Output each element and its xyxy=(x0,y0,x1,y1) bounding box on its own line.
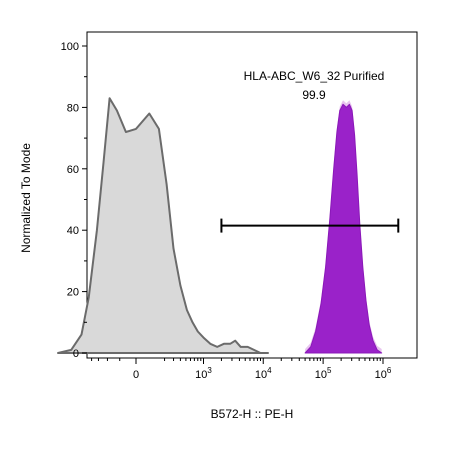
gate-layer: HLA-ABC_W6_32 Purified 99.9 xyxy=(220,69,400,233)
x-tick-label: 105 xyxy=(315,366,332,381)
series-layer xyxy=(57,97,383,354)
axis-layer: 0 20 40 60 80 100 0 103 104 105 106 xyxy=(61,41,392,381)
gate-label: HLA-ABC_W6_32 Purified xyxy=(244,69,385,83)
x-tick-label: 104 xyxy=(255,366,272,381)
y-tick-label: 40 xyxy=(67,225,79,237)
y-axis-label: Normalized To Mode xyxy=(19,143,33,253)
x-tick-label: 106 xyxy=(375,366,392,381)
x-axis-label: B572-H :: PE-H xyxy=(211,407,294,421)
series-0-histogram xyxy=(57,97,269,354)
y-tick-label: 20 xyxy=(67,287,79,299)
y-tick-label: 0 xyxy=(73,348,79,360)
series-1-histogram xyxy=(304,103,383,354)
x-tick-label: 0 xyxy=(133,369,139,381)
y-tick-label: 80 xyxy=(67,102,79,114)
y-tick-label: 100 xyxy=(61,41,79,53)
gate-percent: 99.9 xyxy=(302,88,326,102)
x-tick-label: 103 xyxy=(195,366,212,381)
y-tick-label: 60 xyxy=(67,164,79,176)
